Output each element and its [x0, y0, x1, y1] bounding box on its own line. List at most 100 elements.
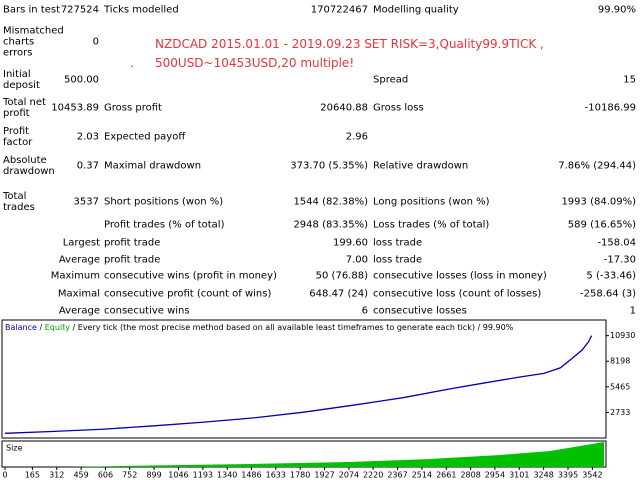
value: 10453.89 — [51, 102, 99, 114]
value: 15 — [623, 74, 636, 86]
label: Modelling quality — [373, 4, 459, 16]
x-tick-label: 2808 — [460, 471, 480, 480]
x-tick-label: 1046 — [168, 471, 188, 480]
x-tick-label: 3101 — [509, 471, 529, 480]
value: 727524 — [60, 4, 99, 16]
label: Short positions (won %) — [104, 196, 224, 208]
graph-header: Balance / Equity / Every tick (the most … — [5, 323, 514, 332]
value: 5 (-33.46) — [586, 270, 636, 282]
label: loss trade — [373, 237, 423, 249]
y-tick-label: 8198 — [610, 357, 630, 366]
label: Profit factor — [3, 126, 33, 148]
label: Maximal drawdown — [104, 160, 202, 172]
label: Gross loss — [373, 102, 424, 114]
value: 2.03 — [76, 131, 99, 143]
annotation: . — [130, 56, 134, 70]
label: consecutive profit (count of wins) — [104, 288, 272, 300]
x-tick-label: 3395 — [558, 471, 578, 480]
label: Average — [58, 305, 100, 317]
label: Gross profit — [104, 102, 162, 114]
label: loss trade — [373, 254, 423, 266]
header-separator: / — [37, 323, 45, 332]
x-tick-label: 2661 — [436, 471, 456, 480]
value: 170722467 — [310, 4, 368, 16]
label: profit trade — [104, 254, 161, 266]
x-tick-label: 606 — [98, 471, 113, 480]
label: Total net profit — [3, 97, 46, 119]
label: Expected payoff — [104, 131, 186, 143]
label: Average — [58, 254, 100, 266]
value: 7.86% (294.44) — [558, 160, 636, 172]
label: Mismatched charts errors — [3, 25, 64, 59]
label: Ticks modelled — [104, 4, 179, 16]
value: 589 (16.65%) — [567, 219, 636, 231]
value: -258.64 (3) — [580, 288, 636, 300]
value: 1544 (82.38%) — [293, 196, 368, 208]
label: Relative drawdown — [373, 160, 469, 172]
value: 199.60 — [333, 237, 368, 249]
value: 648.47 (24) — [309, 288, 368, 300]
x-tick-label: 1780 — [290, 471, 310, 480]
label: Total trades — [3, 191, 35, 213]
value: 20640.88 — [320, 102, 368, 114]
x-tick-label: 1927 — [314, 471, 334, 480]
header-separator: / — [70, 323, 78, 332]
label: Maximum — [50, 270, 100, 282]
size-label: Size — [6, 444, 23, 453]
x-tick-label: 3248 — [533, 471, 553, 480]
label: Loss trades (% of total) — [373, 219, 490, 231]
annotation: 500USD~10453USD,20 multiple! — [155, 56, 355, 70]
value: 50 (76.88) — [315, 270, 368, 282]
x-tick-label: 1340 — [217, 471, 237, 480]
label: profit trade — [104, 237, 161, 249]
x-tick-label: 2954 — [485, 471, 505, 480]
label: consecutive wins — [104, 305, 190, 317]
y-tick-label: 10930 — [610, 331, 635, 340]
x-tick-label: 2074 — [339, 471, 359, 480]
annotation: NZDCAD 2015.01.01 - 2019.09.23 SET RISK=… — [155, 37, 544, 51]
value: 0.37 — [76, 160, 99, 172]
value: 7.00 — [345, 254, 368, 266]
size-area — [70, 442, 604, 467]
x-tick-label: 2220 — [363, 471, 383, 480]
value: 1 — [629, 305, 636, 317]
label: Initial deposit — [3, 69, 40, 91]
label: consecutive losses (loss in money) — [373, 270, 547, 282]
plot-frame — [1, 319, 607, 439]
x-tick-label: 899 — [146, 471, 161, 480]
label: consecutive wins (profit in money) — [104, 270, 277, 282]
value: 0 — [92, 36, 99, 48]
size-frame — [1, 440, 607, 468]
value: 6 — [361, 305, 368, 317]
label: Maximal — [57, 288, 100, 300]
x-tick-label: 1486 — [241, 471, 261, 480]
x-tick-label: 752 — [122, 471, 137, 480]
label: Spread — [373, 74, 409, 86]
x-tick-label: 459 — [73, 471, 88, 480]
balance-line — [4, 335, 593, 434]
value: 500.00 — [64, 74, 99, 86]
label: consecutive losses — [373, 305, 467, 317]
label: Long positions (won %) — [373, 196, 490, 208]
value: -17.30 — [603, 254, 636, 266]
header-item: Balance — [5, 323, 37, 332]
y-tick-label: 2733 — [610, 408, 630, 417]
value: 2948 (83.35%) — [293, 219, 368, 231]
value: 373.70 (5.35%) — [290, 160, 368, 172]
label: consecutive loss (count of losses) — [373, 288, 542, 300]
x-tick-label: 2514 — [412, 471, 432, 480]
header-item: 99.90% — [483, 323, 514, 332]
x-tick-label: 2367 — [387, 471, 407, 480]
value: -10186.99 — [584, 102, 636, 114]
value: 3537 — [73, 196, 99, 208]
label: Absolute drawdown — [3, 155, 55, 177]
header-item: Equity — [45, 323, 71, 332]
value: 2.96 — [345, 131, 368, 143]
y-tick-label: 5465 — [610, 382, 630, 391]
value: -158.04 — [597, 237, 636, 249]
value: 1993 (84.09%) — [561, 196, 636, 208]
label: Largest — [62, 237, 100, 249]
label: Profit trades (% of total) — [104, 219, 225, 231]
